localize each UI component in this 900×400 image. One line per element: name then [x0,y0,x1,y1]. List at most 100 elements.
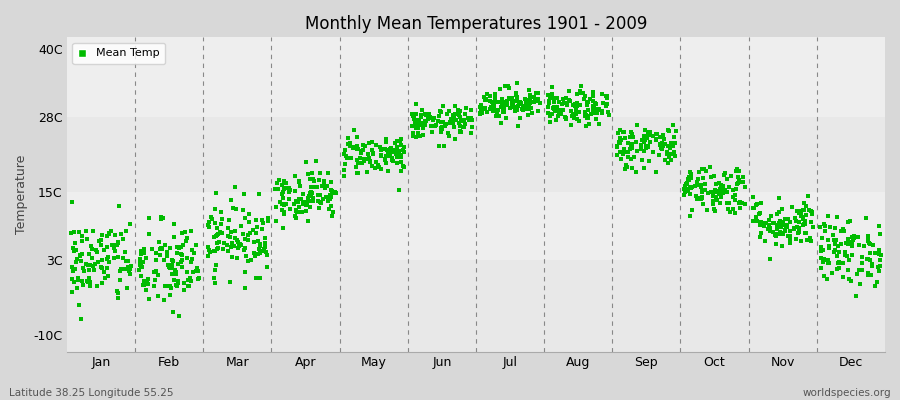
Point [843,278,858,284]
Point [634,141,648,148]
Point [238,253,253,260]
Point [231,241,246,247]
Point [706,173,721,179]
Point [525,110,539,116]
Point [363,158,377,165]
Point [321,170,336,176]
Point [636,137,651,143]
Point [473,106,488,112]
Point [302,192,317,199]
Point [797,220,812,227]
Point [406,130,420,136]
Point [119,228,133,235]
Point [521,111,535,118]
Point [547,104,562,110]
Point [452,120,466,127]
Point [216,246,230,253]
Point [448,117,463,124]
Point [796,214,810,220]
Point [865,260,879,267]
Point [753,222,768,228]
Point [492,113,507,119]
Point [381,150,395,156]
Point [588,100,602,107]
Point [714,194,728,200]
Point [430,118,445,124]
Point [617,166,632,172]
Point [757,223,771,229]
Point [111,290,125,296]
Point [586,92,600,99]
Point [181,277,195,283]
Point [834,228,849,234]
Point [259,264,274,270]
Point [110,288,124,294]
Point [544,84,559,90]
Point [757,220,771,226]
Point [801,192,815,199]
Point [100,265,114,272]
Point [792,219,806,225]
Point [439,120,454,127]
Point [838,248,852,255]
Point [244,257,258,263]
Title: Monthly Mean Temperatures 1901 - 2009: Monthly Mean Temperatures 1901 - 2009 [305,15,647,33]
Point [863,241,878,248]
Point [324,213,338,219]
Point [649,168,663,175]
Point [277,211,292,217]
Text: Latitude 38.25 Longitude 55.25: Latitude 38.25 Longitude 55.25 [9,388,174,398]
Point [365,150,380,157]
Point [114,266,129,272]
Point [703,174,717,180]
Point [289,208,303,214]
Point [694,196,708,202]
Point [425,115,439,122]
Point [356,160,370,166]
Point [796,206,811,213]
Point [293,209,308,216]
Point [305,190,320,196]
Point [509,94,524,101]
Point [236,230,250,237]
Point [457,111,472,118]
Point [479,96,493,102]
Point [66,268,80,274]
Point [350,134,365,141]
Point [681,174,696,180]
Point [855,260,869,266]
Point [661,127,675,134]
Point [395,163,410,170]
Point [158,283,173,289]
Point [133,250,148,257]
Point [444,116,458,122]
Point [185,269,200,275]
Point [564,113,579,119]
Point [157,257,171,263]
Point [295,200,310,207]
Point [548,108,562,114]
Point [580,99,595,105]
Point [482,106,497,113]
Point [727,192,742,198]
Bar [67,37,885,49]
Point [150,292,165,299]
Point [67,248,81,254]
Point [483,93,498,100]
Point [772,220,787,226]
Point [580,115,595,122]
Point [65,199,79,205]
Point [378,157,392,163]
Point [85,246,99,253]
Point [317,178,331,185]
Point [655,141,670,148]
Point [821,257,835,263]
Point [211,231,225,238]
Point [253,250,267,256]
Point [860,270,875,276]
Point [758,238,772,244]
Point [357,156,372,163]
Point [677,186,691,192]
Point [845,237,859,244]
Point [695,166,709,172]
